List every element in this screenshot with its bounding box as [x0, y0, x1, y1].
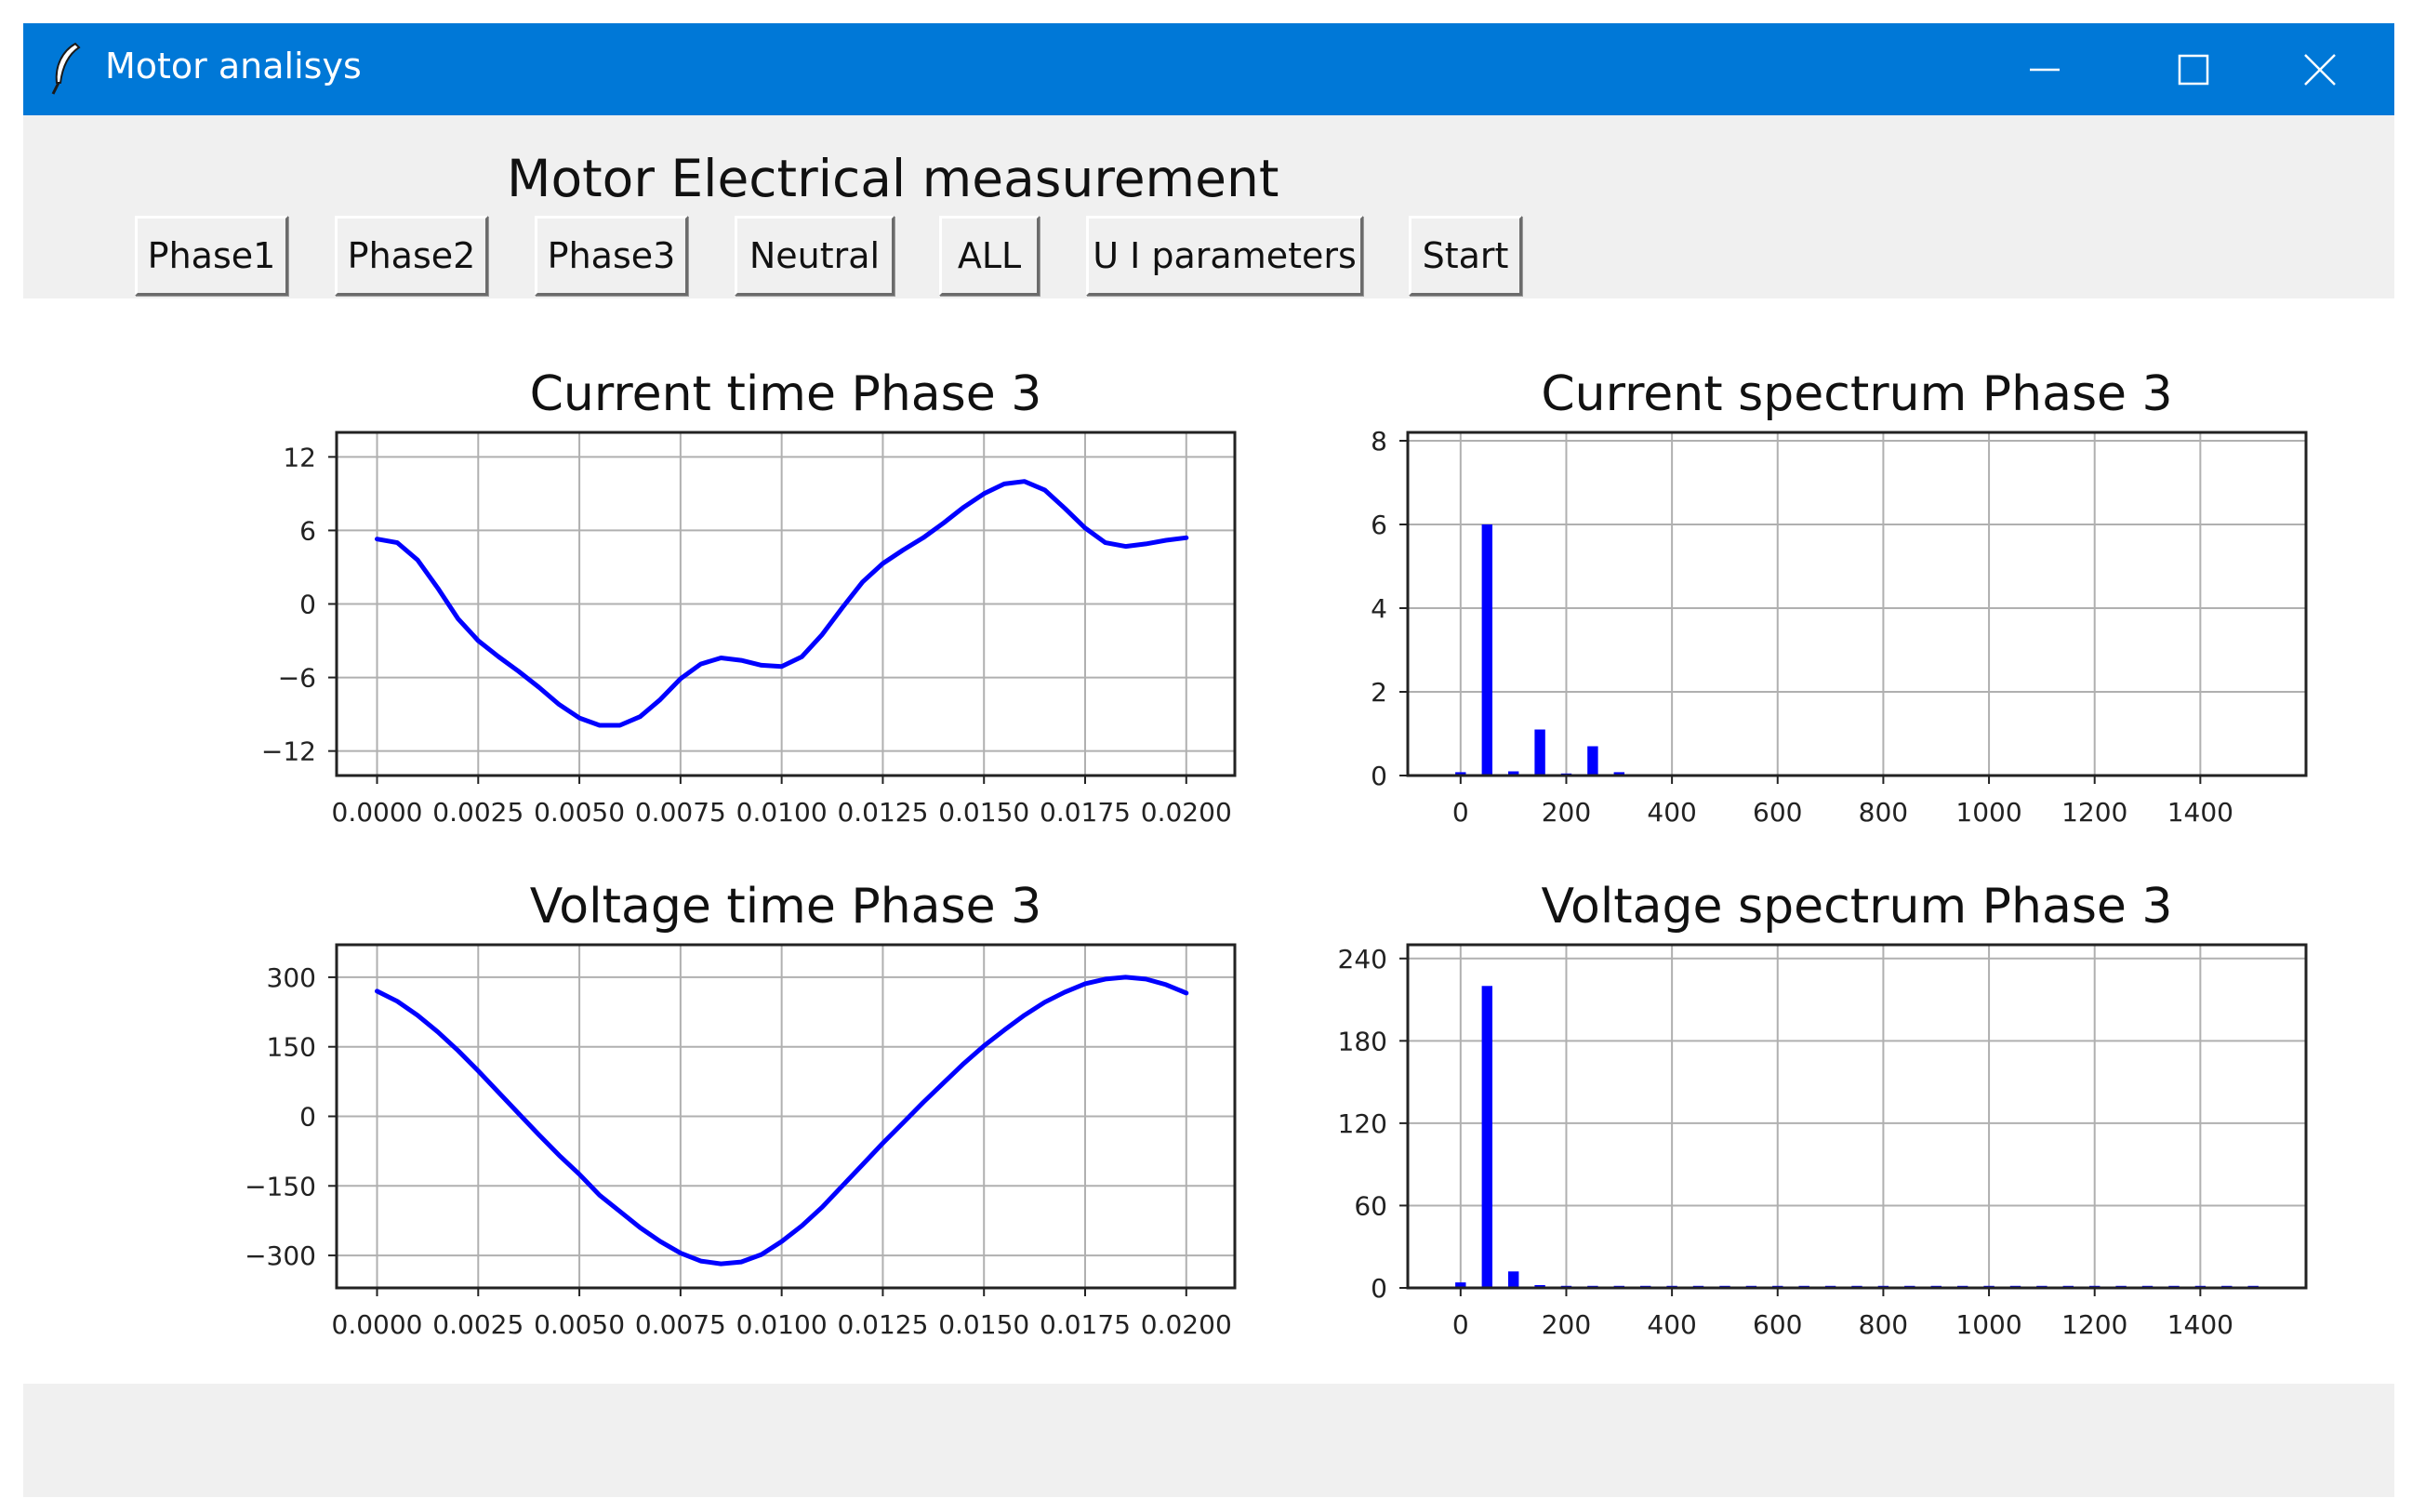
- current-time-plot-frame: [335, 431, 1237, 777]
- close-button[interactable]: [2246, 23, 2394, 115]
- start-button[interactable]: Start: [1409, 216, 1522, 296]
- voltage-time-x-tick-label: 0.0125: [837, 1309, 928, 1340]
- voltage-time-y-tick-label: −300: [245, 1240, 316, 1271]
- current-spectrum-x-tick-label: 0: [1452, 797, 1469, 828]
- current-time-x-tick-label: 0.0125: [837, 797, 928, 828]
- current-time-y-tick-label: 12: [283, 442, 316, 472]
- current-spectrum-bar: [1613, 772, 1624, 776]
- voltage-time-series-line: [375, 975, 1189, 1267]
- voltage-time-x-tick-label: 0.0000: [332, 1309, 423, 1340]
- voltage-spectrum-x-tick-label: 200: [1542, 1309, 1591, 1340]
- voltage-spectrum-y-tick-label: 240: [1338, 944, 1387, 975]
- voltage-spectrum-x-tick-label: 1200: [2061, 1309, 2127, 1340]
- current-spectrum-bar: [1587, 746, 1598, 776]
- current-spectrum-x-tick-label: 600: [1753, 797, 1802, 828]
- current-time-x-tick-label: 0.0100: [736, 797, 828, 828]
- voltage-time-x-tick-label: 0.0025: [432, 1309, 523, 1340]
- voltage-spectrum-bar: [1481, 986, 1492, 1288]
- current-spectrum-y-tick-label: 6: [1371, 510, 1387, 540]
- voltage-time-x-tick-label: 0.0100: [736, 1309, 828, 1340]
- voltage-time-x-tick-label: 0.0075: [635, 1309, 726, 1340]
- phase1-button[interactable]: Phase1: [135, 216, 288, 296]
- window-title: Motor analisys: [105, 46, 362, 86]
- current-time-y-tick-label: 6: [299, 515, 316, 546]
- close-icon: [2304, 53, 2336, 86]
- current-spectrum-y-tick-label: 8: [1371, 426, 1387, 457]
- maximize-icon: [2178, 54, 2209, 85]
- minimize-icon: [2030, 68, 2060, 71]
- neutral-button[interactable]: Neutral: [735, 216, 895, 296]
- current-spectrum-x-tick-label: 1200: [2061, 797, 2127, 828]
- voltage-spectrum-plot-frame: [1406, 943, 2308, 1290]
- current-time-x-tick-label: 0.0200: [1141, 797, 1232, 828]
- current-time-y-tick-label: 0: [299, 590, 316, 620]
- current-spectrum-y-tick-label: 2: [1371, 677, 1387, 708]
- status-bar: [23, 1384, 2394, 1497]
- voltage-time-x-tick-label: 0.0150: [938, 1309, 1029, 1340]
- minimize-button[interactable]: [1970, 23, 2119, 115]
- phase3-button[interactable]: Phase3: [535, 216, 688, 296]
- chart-canvas: Current time Phase 3 0.0000 0.0025 0.0050 0.…: [245, 366, 2308, 1340]
- voltage-spectrum-x-tick-label: 0: [1452, 1309, 1469, 1340]
- all-button[interactable]: ALL: [939, 216, 1040, 296]
- voltage-spectrum-x-tick-label: 1000: [1955, 1309, 2021, 1340]
- current-time-x-tick-label: 0.0050: [534, 797, 625, 828]
- toolbar: Motor Electrical measurement Phase1 Phas…: [23, 115, 2394, 298]
- voltage-time-y-tick-label: −150: [245, 1171, 316, 1201]
- voltage-spectrum-y-tick-label: 60: [1354, 1190, 1387, 1221]
- current-time-x-tick-label: 0.0150: [938, 797, 1029, 828]
- page-title: Motor Electrical measurement: [507, 149, 1279, 208]
- voltage-time-chart-title: Voltage time Phase 3: [530, 879, 1041, 935]
- voltage-spectrum-x-tick-label: 400: [1647, 1309, 1696, 1340]
- current-time-y-tick-label: −6: [278, 663, 316, 694]
- voltage-spectrum-x-tick-label: 600: [1753, 1309, 1802, 1340]
- maximize-button[interactable]: [2119, 23, 2268, 115]
- current-time-y-tick-label: −12: [261, 736, 316, 767]
- current-spectrum-plot-frame: [1406, 431, 2308, 777]
- current-spectrum-x-tick-label: 1400: [2167, 797, 2233, 828]
- voltage-spectrum-y-tick-label: 0: [1371, 1273, 1387, 1304]
- current-spectrum-bar: [1455, 772, 1466, 776]
- current-spectrum-y-tick-label: 4: [1371, 593, 1387, 624]
- voltage-spectrum-chart-title: Voltage spectrum Phase 3: [1541, 879, 2172, 935]
- current-spectrum-bar: [1481, 524, 1492, 776]
- current-spectrum-bar: [1508, 771, 1519, 776]
- voltage-spectrum-x-tick-label: 1400: [2167, 1309, 2233, 1340]
- current-spectrum-x-tick-label: 400: [1647, 797, 1696, 828]
- voltage-spectrum-x-tick-label: 800: [1859, 1309, 1908, 1340]
- current-time-chart-title: Current time Phase 3: [530, 366, 1042, 422]
- feather-icon: [51, 42, 81, 95]
- current-time-series-line: [375, 479, 1189, 728]
- voltage-spectrum-bar: [1455, 1282, 1466, 1288]
- app-window: Motor analisys Motor Electrical measurem…: [23, 23, 2394, 1497]
- current-time-x-tick-label: 0.0075: [635, 797, 726, 828]
- voltage-time-x-tick-label: 0.0200: [1141, 1309, 1232, 1340]
- current-spectrum-y-tick-label: 0: [1371, 761, 1387, 791]
- voltage-time-x-tick-label: 0.0175: [1040, 1309, 1131, 1340]
- ui-parameters-button[interactable]: U I parameters: [1086, 216, 1363, 296]
- voltage-time-x-tick-label: 0.0050: [534, 1309, 625, 1340]
- voltage-spectrum-y-tick-label: 120: [1338, 1108, 1387, 1139]
- phase2-button[interactable]: Phase2: [335, 216, 488, 296]
- voltage-time-y-tick-label: 0: [299, 1102, 316, 1133]
- voltage-spectrum-y-tick-label: 180: [1338, 1026, 1387, 1056]
- current-spectrum-x-tick-label: 200: [1542, 797, 1591, 828]
- current-spectrum-bar: [1534, 729, 1545, 776]
- current-time-x-tick-label: 0.0025: [432, 797, 523, 828]
- current-spectrum-chart-title: Current spectrum Phase 3: [1541, 366, 2172, 422]
- title-bar[interactable]: Motor analisys: [23, 23, 2394, 115]
- current-time-x-tick-label: 0.0175: [1040, 797, 1131, 828]
- voltage-time-plot-frame: [335, 943, 1237, 1290]
- voltage-time-y-tick-label: 300: [267, 962, 316, 993]
- current-time-x-tick-label: 0.0000: [332, 797, 423, 828]
- current-spectrum-x-tick-label: 1000: [1955, 797, 2021, 828]
- voltage-time-y-tick-label: 150: [267, 1032, 316, 1063]
- voltage-spectrum-bar: [1508, 1271, 1519, 1288]
- current-spectrum-x-tick-label: 800: [1859, 797, 1908, 828]
